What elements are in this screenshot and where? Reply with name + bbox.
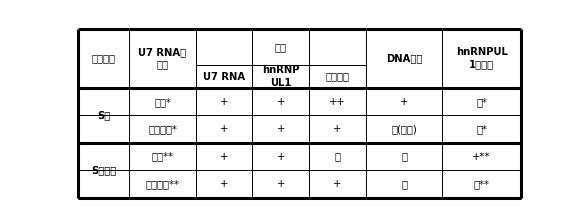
Text: －**: －** bbox=[474, 179, 489, 189]
Text: +**: +** bbox=[472, 151, 491, 162]
Text: －: － bbox=[401, 151, 407, 162]
Text: +: + bbox=[220, 97, 228, 107]
Text: hnRNPUL
1の機能: hnRNPUL 1の機能 bbox=[456, 47, 507, 69]
Text: U7 RNA: U7 RNA bbox=[203, 72, 245, 82]
Text: 発現: 発現 bbox=[275, 42, 287, 52]
Text: 細胞周期: 細胞周期 bbox=[92, 53, 116, 63]
Text: +: + bbox=[400, 97, 408, 107]
Text: 人為阻害**: 人為阻害** bbox=[145, 179, 179, 189]
Text: +: + bbox=[277, 97, 285, 107]
Text: +: + bbox=[277, 124, 285, 134]
Text: －*: －* bbox=[476, 97, 487, 107]
Text: S期: S期 bbox=[97, 110, 110, 121]
Text: DNA複製: DNA複製 bbox=[386, 53, 422, 63]
Text: －: － bbox=[335, 151, 340, 162]
Text: ＋(遅延): ＋(遅延) bbox=[391, 124, 417, 134]
Text: +: + bbox=[220, 151, 228, 162]
Text: +: + bbox=[220, 179, 228, 189]
Text: 正常**: 正常** bbox=[151, 151, 173, 162]
Text: U7 RNAの
機能: U7 RNAの 機能 bbox=[138, 47, 187, 69]
Text: 人為阻害*: 人為阻害* bbox=[148, 124, 177, 134]
Text: +: + bbox=[220, 124, 228, 134]
Text: 正常*: 正常* bbox=[154, 97, 171, 107]
Text: S期以外: S期以外 bbox=[91, 165, 116, 175]
Text: ヒストン: ヒストン bbox=[325, 72, 349, 82]
Text: +: + bbox=[277, 151, 285, 162]
Text: ++: ++ bbox=[329, 97, 346, 107]
Text: +: + bbox=[333, 179, 342, 189]
Text: －*: －* bbox=[476, 124, 487, 134]
Text: hnRNP
UL1: hnRNP UL1 bbox=[262, 65, 300, 88]
Text: +: + bbox=[277, 179, 285, 189]
Text: +: + bbox=[333, 124, 342, 134]
Text: －: － bbox=[401, 179, 407, 189]
